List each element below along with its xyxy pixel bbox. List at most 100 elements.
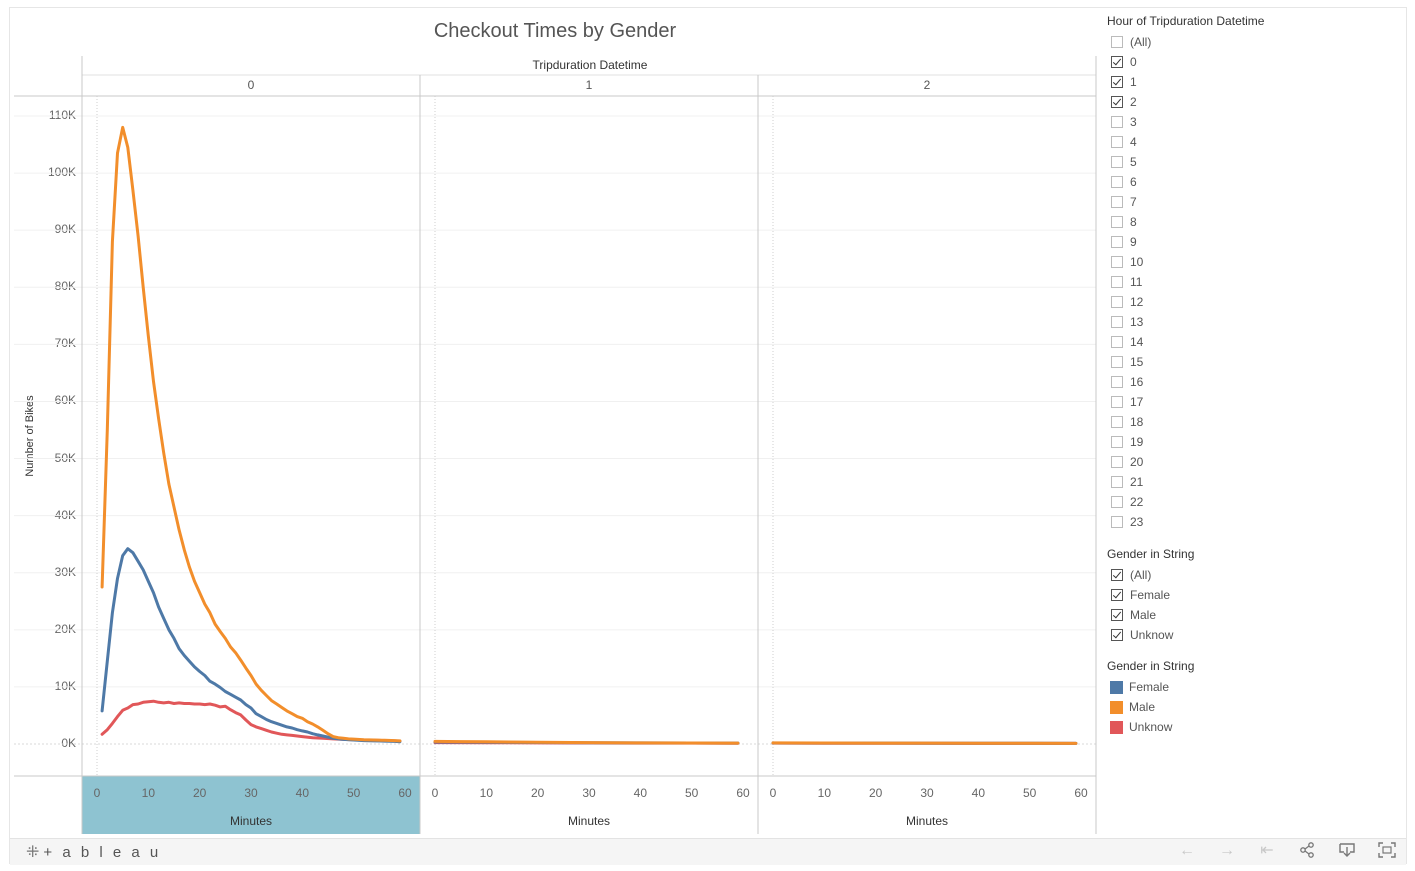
x-tick-label-pane1-4: 40	[633, 786, 647, 800]
tableau-logo[interactable]: ⁜ + a b l e a u	[26, 842, 161, 862]
hour-filter-label-23: 22	[1130, 495, 1144, 509]
hour-filter-checkbox-7[interactable]	[1111, 176, 1123, 188]
hour-filter-checkbox-17[interactable]	[1111, 376, 1123, 388]
hour-filter-checkbox-11[interactable]	[1111, 256, 1123, 268]
tableau-logo-icon: ⁜	[26, 844, 40, 861]
legend-item-male[interactable]: Male	[1107, 697, 1194, 717]
hour-filter-checkbox-1[interactable]	[1111, 56, 1123, 68]
hour-filter-checkbox-21[interactable]	[1111, 456, 1123, 468]
hour-filter-item-1[interactable]: 0	[1107, 52, 1264, 72]
hour-filter-checkbox-10[interactable]	[1111, 236, 1123, 248]
hour-filter-checkbox-14[interactable]	[1111, 316, 1123, 328]
series-line-female-pane-0	[100, 547, 402, 744]
hour-filter-item-8[interactable]: 7	[1107, 192, 1264, 212]
hour-filter-label-21: 20	[1130, 455, 1144, 469]
hour-filter-item-5[interactable]: 4	[1107, 132, 1264, 152]
hour-filter-item-14[interactable]: 13	[1107, 312, 1264, 332]
gender-filter-label-3: Unknow	[1130, 628, 1174, 642]
hour-filter-item-9[interactable]: 8	[1107, 212, 1264, 232]
hour-filter-item-0[interactable]: (All)	[1107, 32, 1264, 52]
selected-pane-highlight[interactable]	[82, 776, 420, 834]
hour-filter-item-4[interactable]: 3	[1107, 112, 1264, 132]
y-tick-label-10: 100K	[47, 165, 76, 180]
hour-filter-checkbox-9[interactable]	[1111, 216, 1123, 228]
hour-filter-checkbox-3[interactable]	[1111, 96, 1123, 108]
share-icon[interactable]	[1296, 842, 1318, 860]
legend-item-unknow[interactable]: Unknow	[1107, 717, 1194, 737]
hour-filter-item-15[interactable]: 14	[1107, 332, 1264, 352]
y-tick-label-0: 0K	[61, 736, 76, 750]
hour-filter-item-7[interactable]: 6	[1107, 172, 1264, 192]
bottom-toolbar	[10, 838, 1406, 865]
legend-title: Gender in String	[1107, 659, 1195, 673]
undo-icon[interactable]: ←	[1179, 842, 1195, 859]
hour-filter-checkbox-2[interactable]	[1111, 76, 1123, 88]
hour-filter-checkbox-6[interactable]	[1111, 156, 1123, 168]
gender-filter-checkbox-3[interactable]	[1111, 629, 1123, 641]
redo-icon[interactable]: →	[1219, 842, 1235, 859]
hour-filter-label-13: 12	[1130, 295, 1144, 309]
gender-filter-checkbox-0[interactable]	[1111, 569, 1123, 581]
hour-filter-item-24[interactable]: 23	[1107, 512, 1264, 532]
pane-label-1: 1	[585, 78, 593, 92]
hour-filter-checkbox-24[interactable]	[1111, 516, 1123, 528]
gender-filter-item-3[interactable]: Unknow	[1107, 625, 1194, 645]
hour-filter-item-3[interactable]: 2	[1107, 92, 1264, 112]
hour-filter-checkbox-15[interactable]	[1111, 336, 1123, 348]
legend-swatch-male	[1110, 700, 1123, 714]
gender-filter-label-0: (All)	[1130, 568, 1152, 582]
hour-filter-checkbox-0[interactable]	[1111, 36, 1123, 48]
hour-filter-checkbox-16[interactable]	[1111, 356, 1123, 368]
x-tick-label-pane2-3: 30	[920, 786, 934, 800]
hour-filter-item-10[interactable]: 9	[1107, 232, 1264, 252]
hour-filter-checkbox-12[interactable]	[1111, 276, 1123, 288]
x-tick-label-pane1-5: 50	[684, 786, 699, 800]
gender-filter-item-1[interactable]: Female	[1107, 585, 1194, 605]
legend-item-female[interactable]: Female	[1107, 677, 1194, 697]
hour-filter-item-23[interactable]: 22	[1107, 492, 1264, 512]
hour-filter-label-22: 21	[1130, 475, 1144, 489]
y-tick-label-8: 80K	[54, 279, 76, 294]
hour-filter-checkbox-8[interactable]	[1111, 196, 1123, 208]
chart-title: Checkout Times by Gender	[433, 20, 677, 42]
gender-filter-item-2[interactable]: Male	[1107, 605, 1194, 625]
hour-filter-item-16[interactable]: 15	[1107, 352, 1264, 372]
hour-filter-checkbox-18[interactable]	[1111, 396, 1123, 408]
hour-filter-label-0: (All)	[1130, 35, 1152, 49]
hour-filter-checkbox-13[interactable]	[1111, 296, 1123, 308]
hour-filter-checkbox-20[interactable]	[1111, 436, 1123, 448]
x-tick-label-pane1-0: 0	[431, 786, 439, 800]
download-icon[interactable]	[1336, 842, 1358, 860]
gender-filter-item-0[interactable]: (All)	[1107, 565, 1194, 585]
hour-filter-title: Hour of Tripduration Datetime	[1107, 14, 1265, 28]
gender-filter: Gender in String (All) Female Male Unknow	[1107, 547, 1194, 645]
hour-filter: Hour of Tripduration Datetime (All) 0 1 2 3 4…	[1107, 14, 1264, 532]
legend-label-female: Female	[1129, 680, 1170, 694]
hour-filter-item-17[interactable]: 16	[1107, 372, 1264, 392]
hour-filter-checkbox-23[interactable]	[1111, 496, 1123, 508]
hour-filter-checkbox-19[interactable]	[1111, 416, 1123, 428]
hour-filter-item-12[interactable]: 11	[1107, 272, 1264, 292]
hour-filter-item-18[interactable]: 17	[1107, 392, 1264, 412]
x-tick-label-pane2-0: 0	[769, 786, 777, 800]
hour-filter-item-13[interactable]: 12	[1107, 292, 1264, 312]
gender-filter-checkbox-1[interactable]	[1111, 589, 1123, 601]
x-tick-label-pane2-6: 60	[1074, 786, 1088, 800]
hour-filter-item-19[interactable]: 18	[1107, 412, 1264, 432]
hour-filter-item-6[interactable]: 5	[1107, 152, 1264, 172]
hour-filter-item-11[interactable]: 10	[1107, 252, 1264, 272]
fullscreen-icon[interactable]	[1376, 842, 1398, 860]
hour-filter-checkbox-5[interactable]	[1111, 136, 1123, 148]
hour-filter-checkbox-4[interactable]	[1111, 116, 1123, 128]
hour-filter-checkbox-22[interactable]	[1111, 476, 1123, 488]
hour-filter-label-3: 2	[1130, 95, 1137, 109]
hour-filter-item-21[interactable]: 20	[1107, 452, 1264, 472]
x-tick-label-pane0-0: 0	[93, 786, 101, 800]
hour-filter-item-20[interactable]: 19	[1107, 432, 1264, 452]
gender-filter-checkbox-2[interactable]	[1111, 609, 1123, 621]
hour-filter-item-2[interactable]: 1	[1107, 72, 1264, 92]
y-tick-label-11: 110K	[48, 108, 76, 122]
hour-filter-item-22[interactable]: 21	[1107, 472, 1264, 492]
revert-icon[interactable]: ⇤	[1260, 842, 1274, 859]
